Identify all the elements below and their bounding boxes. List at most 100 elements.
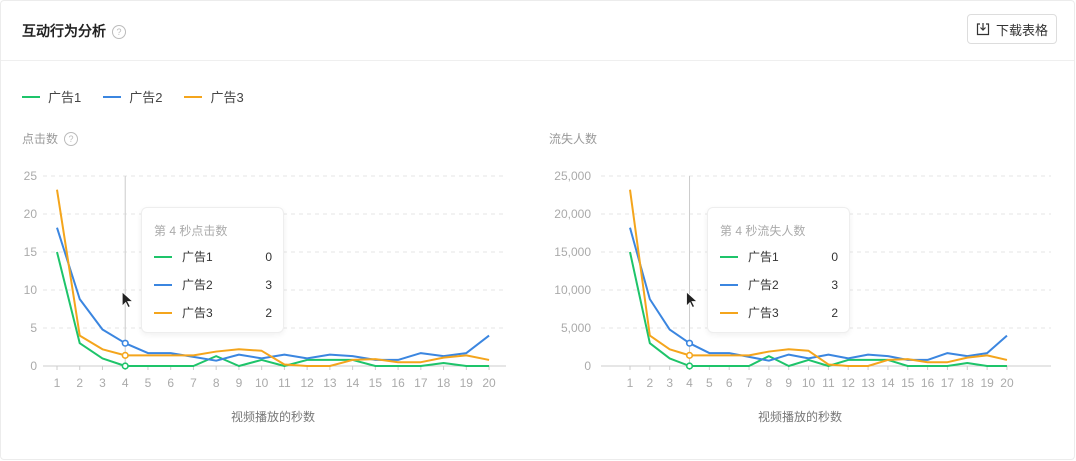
cursor-icon [686, 291, 699, 309]
active-point [685, 339, 694, 347]
active-point [121, 362, 129, 370]
x-tick-label: 14 [881, 376, 895, 390]
x-tick-label: 1 [54, 376, 61, 390]
series-value: 2 [265, 305, 272, 320]
y-tick-label: 15,000 [554, 245, 591, 259]
swatch [154, 311, 172, 314]
x-tick-label: 15 [369, 376, 383, 390]
tooltip-row: 广告1 0 [720, 248, 838, 265]
active-point [685, 362, 694, 370]
x-tick-label: 2 [76, 376, 83, 390]
y-tick-label: 25,000 [554, 169, 591, 183]
x-tick-label: 20 [482, 376, 496, 390]
legend-swatch [103, 95, 122, 98]
x-tick-label: 5 [706, 376, 713, 390]
legend-swatch [184, 95, 203, 98]
y-tick-label: 0 [30, 359, 37, 373]
page-title: 互动行为分析? [22, 21, 126, 41]
legend-label: 广告2 [129, 90, 163, 105]
legend: 广告1 广告2 广告3 [22, 87, 244, 106]
tooltip-title: 第 4 秒点击数 [154, 224, 228, 238]
x-tick-label: 10 [255, 376, 269, 390]
x-tick-label: 8 [213, 376, 220, 390]
y-tick-label: 10 [24, 283, 38, 297]
y-tick-label: 15 [24, 245, 38, 259]
x-tick-label: 11 [822, 376, 835, 390]
x-tick-label: 9 [785, 376, 792, 390]
series-value: 0 [831, 249, 838, 264]
tooltip-row: 广告2 3 [720, 276, 838, 293]
x-axis-label: 视频播放的秒数 [231, 410, 316, 424]
tooltip-row: 广告3 2 [720, 304, 838, 321]
legend-swatch [22, 95, 40, 98]
x-tick-label: 16 [391, 376, 405, 390]
series-name: 广告1 [748, 250, 779, 264]
tooltip: 第 4 秒流失人数 广告1 0 广告2 3 广告3 2 [707, 207, 850, 333]
y-tick-label: 0 [584, 359, 591, 373]
legend-item[interactable]: 广告2 [103, 87, 162, 106]
tooltip-row: 广告2 3 [154, 276, 272, 293]
x-tick-label: 11 [278, 376, 291, 390]
cursor-icon [121, 291, 134, 309]
swatch [720, 311, 738, 314]
x-tick-label: 13 [861, 376, 875, 390]
x-tick-label: 7 [746, 376, 753, 390]
x-tick-label: 13 [323, 376, 337, 390]
x-tick-label: 17 [414, 376, 428, 390]
x-tick-label: 4 [122, 376, 129, 390]
y-tick-label: 5,000 [561, 321, 591, 335]
y-tick-label: 10,000 [554, 283, 591, 297]
swatch [720, 283, 738, 286]
x-tick-label: 18 [961, 376, 975, 390]
series-name: 广告3 [748, 306, 779, 320]
x-tick-label: 15 [901, 376, 915, 390]
active-point [121, 351, 129, 359]
series-value: 3 [265, 277, 272, 292]
help-icon[interactable]: ? [64, 132, 79, 146]
series-line-1 [56, 251, 490, 367]
help-icon[interactable]: ? [112, 25, 126, 39]
swatch [154, 283, 172, 286]
series-value: 2 [831, 305, 838, 320]
clicks-chart-title: 点击数? [22, 130, 79, 147]
swatch [720, 255, 738, 258]
x-tick-label: 5 [145, 376, 152, 390]
x-tick-label: 12 [300, 376, 314, 390]
x-tick-label: 10 [802, 376, 816, 390]
x-tick-label: 20 [1000, 376, 1014, 390]
series-name: 广告2 [182, 278, 213, 292]
y-tick-label: 5 [30, 321, 37, 335]
card-header: 互动行为分析? 下载表格 [1, 1, 1074, 61]
x-axis-label: 视频播放的秒数 [758, 410, 843, 424]
x-tick-label: 19 [980, 376, 994, 390]
x-tick-label: 3 [666, 376, 673, 390]
x-tick-label: 6 [726, 376, 733, 390]
series-name: 广告1 [182, 250, 213, 264]
download-table-button[interactable]: 下载表格 [967, 14, 1057, 44]
x-tick-label: 12 [842, 376, 856, 390]
active-point [121, 339, 129, 347]
x-tick-label: 16 [921, 376, 935, 390]
legend-item[interactable]: 广告3 [184, 87, 244, 106]
x-tick-label: 1 [627, 376, 634, 390]
tooltip-row: 广告3 2 [154, 304, 272, 321]
y-tick-label: 20,000 [554, 207, 591, 221]
x-tick-label: 7 [190, 376, 197, 390]
series-value: 3 [831, 277, 838, 292]
series-name: 广告3 [182, 306, 213, 320]
series-value: 0 [265, 249, 272, 264]
active-point [685, 351, 694, 359]
legend-item[interactable]: 广告1 [22, 87, 81, 106]
x-tick-label: 6 [167, 376, 174, 390]
x-tick-label: 18 [437, 376, 451, 390]
y-tick-label: 20 [24, 207, 38, 221]
title-text: 互动行为分析 [22, 23, 106, 39]
churn-chart-title: 流失人数 [549, 132, 598, 146]
x-tick-label: 14 [346, 376, 360, 390]
x-tick-label: 2 [646, 376, 653, 390]
download-icon [976, 23, 990, 36]
x-tick-label: 3 [99, 376, 106, 390]
series-line-3 [56, 189, 490, 367]
